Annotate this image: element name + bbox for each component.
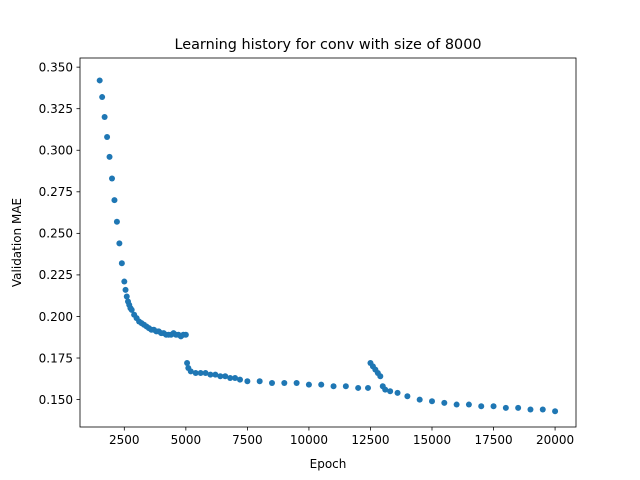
data-point [244, 378, 251, 385]
data-point [113, 218, 120, 225]
data-point [237, 376, 243, 383]
y-axis: 0.150 0.175 0.200 0.225 0.250 0.275 0.300 0.325… [39, 60, 80, 407]
y-tick-label: 0.200 [39, 310, 73, 324]
data-point [330, 383, 337, 390]
x-axis-title: Epoch [310, 457, 347, 471]
y-tick-label: 0.275 [39, 185, 73, 199]
x-tick-label: 20000 [536, 433, 574, 447]
data-point [281, 379, 288, 386]
data-point [355, 384, 362, 391]
data-point [101, 114, 108, 121]
data-point [128, 306, 135, 313]
data-point [404, 393, 411, 400]
data-point [318, 381, 325, 388]
y-tick-label: 0.225 [39, 268, 73, 282]
data-point [387, 388, 394, 395]
x-tick-label: 15000 [413, 433, 451, 447]
data-point [122, 286, 129, 293]
x-tick-label: 7500 [232, 433, 263, 447]
data-point [106, 153, 113, 160]
data-point [342, 383, 349, 390]
chart-title: Learning history for conv with size of 8… [174, 37, 481, 53]
data-point [365, 384, 371, 391]
data-point [197, 369, 204, 376]
data-point [429, 398, 435, 405]
data-point [416, 396, 423, 403]
data-point [305, 381, 312, 388]
data-point [293, 379, 300, 386]
x-axis: 2500 5000 7500 10000 12500 15000 17500 20000 [109, 427, 574, 447]
data-point [453, 401, 460, 408]
x-tick-label: 2500 [109, 433, 140, 447]
data-point [539, 406, 546, 413]
data-point [256, 378, 263, 385]
data-point [116, 240, 123, 247]
data-point [377, 373, 384, 380]
data-point [269, 379, 275, 386]
data-point [104, 133, 111, 140]
data-point [184, 360, 191, 367]
x-tick-label: 12500 [351, 433, 389, 447]
data-point [212, 371, 219, 378]
data-point [382, 386, 389, 393]
y-tick-label: 0.250 [39, 227, 73, 241]
data-point [182, 331, 189, 338]
data-point [232, 374, 239, 381]
y-tick-label: 0.325 [39, 102, 73, 116]
data-point [394, 389, 401, 396]
y-tick-label: 0.300 [39, 144, 73, 158]
data-point [441, 399, 448, 406]
data-point [192, 369, 199, 376]
x-tick-label: 10000 [290, 433, 328, 447]
data-point [96, 77, 103, 84]
x-tick-label: 5000 [171, 433, 202, 447]
y-tick-label: 0.175 [39, 351, 73, 365]
data-point [109, 175, 115, 182]
data-point [202, 369, 209, 376]
plot-area [96, 77, 559, 415]
data-point [515, 404, 522, 411]
data-point [490, 403, 497, 410]
data-point [99, 94, 106, 101]
data-point [123, 293, 130, 300]
data-point [227, 374, 234, 381]
y-axis-title: Validation MAE [10, 198, 24, 287]
data-point [502, 404, 509, 411]
data-point [111, 197, 118, 204]
y-tick-label: 0.350 [39, 60, 73, 74]
data-point [465, 401, 472, 408]
data-point [478, 403, 485, 410]
data-point [527, 406, 534, 413]
data-point [552, 408, 559, 415]
x-tick-label: 17500 [474, 433, 512, 447]
data-point [217, 373, 224, 380]
data-point [121, 278, 128, 285]
data-point [187, 368, 194, 375]
y-tick-label: 0.150 [39, 393, 73, 407]
data-point [118, 260, 125, 267]
axes-frame [79, 57, 577, 428]
data-point [207, 371, 214, 378]
data-point [222, 373, 229, 380]
